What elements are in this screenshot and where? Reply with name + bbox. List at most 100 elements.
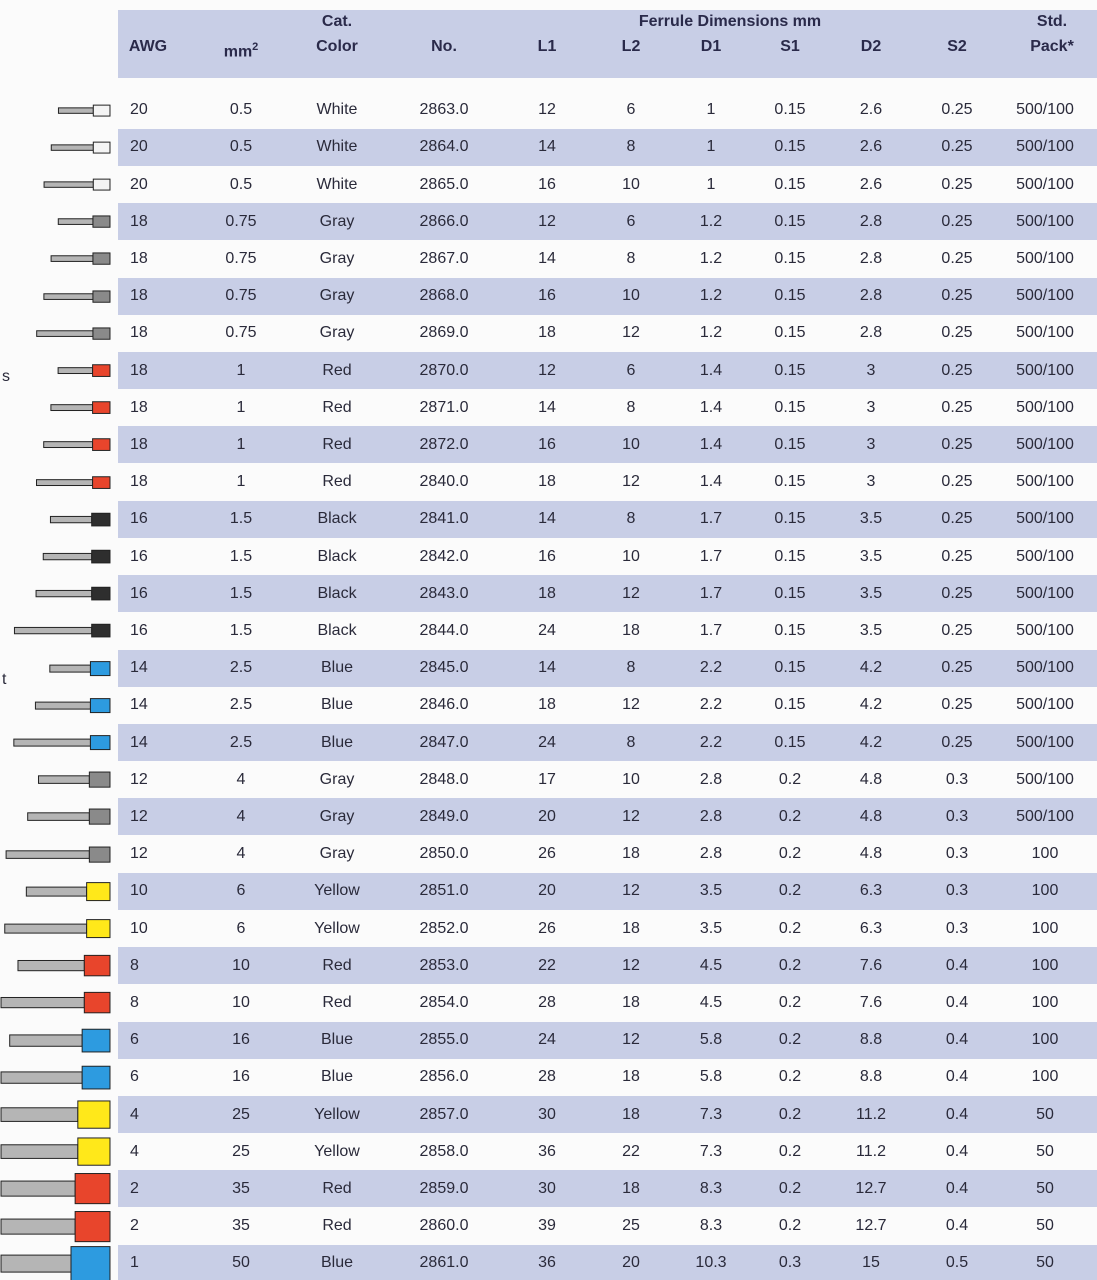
- cell: 36: [538, 1254, 556, 1272]
- cell: 10: [622, 547, 640, 565]
- cell: 0.25: [941, 249, 973, 267]
- cell: 2869.0: [419, 324, 469, 342]
- cell: 500/100: [1016, 212, 1074, 230]
- icon-part: [92, 401, 111, 415]
- cell: Red: [322, 473, 352, 491]
- cell: 14: [130, 659, 148, 677]
- text-fragment: s: [2, 368, 10, 385]
- icon-part: [92, 252, 111, 266]
- cell: 12: [538, 212, 556, 230]
- icon-part: [88, 808, 111, 825]
- cell: 0.15: [774, 212, 806, 230]
- icon-part: [57, 218, 94, 226]
- cell: 1.5: [229, 621, 253, 639]
- cell: 0.2: [778, 882, 802, 900]
- cell: Blue: [320, 696, 354, 714]
- cell: Red: [322, 435, 352, 453]
- ferrule-icon: [0, 992, 111, 1014]
- column-header: S2: [947, 38, 967, 55]
- icon-part: [77, 1100, 111, 1129]
- cell: 0.25: [941, 547, 973, 565]
- cell: 8: [626, 398, 636, 416]
- cell: 7.6: [859, 993, 883, 1011]
- cell: 24: [538, 621, 556, 639]
- icon-part: [27, 812, 90, 822]
- cell: 18: [130, 287, 148, 305]
- icon-part: [0, 1254, 72, 1273]
- cell: 18: [130, 361, 148, 379]
- cell: Blue: [320, 1254, 354, 1272]
- ferrule-icon: [13, 734, 111, 750]
- row-band: [118, 798, 1097, 836]
- cell: 500/100: [1016, 361, 1074, 379]
- cell: 6.3: [859, 882, 883, 900]
- cell: 0.25: [941, 212, 973, 230]
- cell: 3: [866, 398, 876, 416]
- cell: 12: [622, 473, 640, 491]
- cell: Yellow: [314, 919, 360, 937]
- cell: 2.2: [699, 696, 723, 714]
- cell: 20: [130, 138, 148, 156]
- icon-part: [43, 292, 94, 300]
- cell: 0.15: [774, 249, 806, 267]
- ferrule-icon: [50, 141, 111, 154]
- cell: 2868.0: [419, 287, 469, 305]
- cell: 8.8: [859, 1031, 883, 1049]
- column-header-text: mm: [223, 43, 253, 61]
- cell: Gray: [319, 807, 355, 825]
- ferrule-icon: [36, 327, 111, 340]
- icon-part: [57, 106, 94, 114]
- cell: 3.5: [859, 510, 883, 528]
- cell: 1: [706, 138, 716, 156]
- cell: 12: [538, 361, 556, 379]
- cell: 0.4: [945, 1142, 969, 1160]
- cell: 500/100: [1016, 510, 1074, 528]
- cell: 0.25: [941, 398, 973, 416]
- ferrule-icon: [43, 438, 111, 452]
- cell: 22: [622, 1142, 640, 1160]
- cell: 15: [862, 1254, 880, 1272]
- cell: 500/100: [1016, 287, 1074, 305]
- cell: 7.6: [859, 956, 883, 974]
- cell: 24: [538, 733, 556, 751]
- cell: 12.7: [855, 1217, 887, 1235]
- cell: 7.3: [699, 1142, 723, 1160]
- cell: 1.4: [699, 435, 723, 453]
- cell: 20: [538, 807, 556, 825]
- cell: 2: [130, 1217, 139, 1235]
- ferrule-icon: [27, 808, 111, 825]
- cell: 50: [1036, 1217, 1054, 1235]
- cell: White: [316, 175, 358, 193]
- cell: 18: [130, 249, 148, 267]
- cell: 2865.0: [419, 175, 469, 193]
- cell: 2854.0: [419, 993, 469, 1011]
- cell: 2867.0: [419, 249, 469, 267]
- icon-part: [35, 590, 93, 598]
- cell: 0.15: [774, 361, 806, 379]
- cell: 100: [1031, 845, 1059, 863]
- cell: 1.5: [229, 510, 253, 528]
- cell: 0.15: [774, 287, 806, 305]
- cell: 0.75: [225, 324, 257, 342]
- icon-part: [92, 364, 111, 377]
- cell: Gray: [319, 324, 355, 342]
- cell: 100: [1031, 882, 1059, 900]
- cell: Red: [322, 993, 352, 1011]
- cell: 4.5: [699, 956, 723, 974]
- icon-part: [43, 181, 94, 188]
- cell: 0.4: [945, 1068, 969, 1086]
- cell: Black: [317, 621, 357, 639]
- cell: 1.2: [699, 287, 723, 305]
- cell: 2860.0: [419, 1217, 469, 1235]
- cell: 2841.0: [419, 510, 469, 528]
- group-label: Ferrule Dimensions mm: [638, 13, 822, 30]
- cell: 2: [130, 1179, 139, 1197]
- cell: 0.15: [774, 621, 806, 639]
- cell: 0.15: [774, 101, 806, 119]
- icon-part: [91, 586, 111, 601]
- cell: 5.8: [699, 1068, 723, 1086]
- cell: 25: [232, 1105, 250, 1123]
- cell: 3.5: [699, 919, 723, 937]
- cell: 30: [538, 1105, 556, 1123]
- cell: 2848.0: [419, 770, 469, 788]
